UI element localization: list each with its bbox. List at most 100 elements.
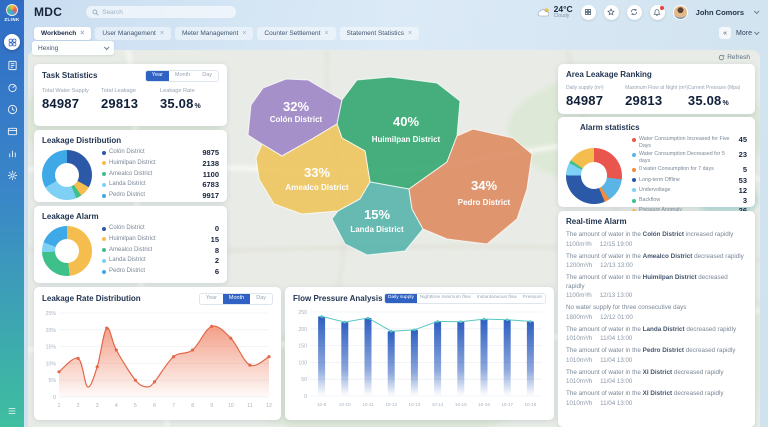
apps-grid-button[interactable] (580, 4, 596, 20)
sidebar-item-reports[interactable] (6, 147, 19, 160)
legend-value: 9917 (202, 191, 219, 200)
alarm-time: 11/04 13:00 (600, 378, 633, 385)
leakage-alarm-donut (42, 225, 92, 276)
flow-pressure-card: Flow Pressure Analysis Daily supply Night… (285, 287, 554, 420)
stat-total-water-supply: Total Water Supply 84987 (42, 87, 89, 111)
search-box[interactable] (86, 6, 237, 18)
legend-label: Pressure Anomaly (639, 207, 682, 214)
zlink-logo-text: ZLINK (4, 17, 20, 22)
alarm-item: The amount of water in the XI District d… (566, 390, 747, 407)
sidebar-item-dashboard[interactable] (4, 34, 20, 50)
rate-range-month[interactable]: Month (222, 294, 251, 304)
close-icon[interactable]: × (159, 29, 164, 37)
refresh-icon (719, 54, 725, 61)
flow-series-nighttime-minimum-flow[interactable]: Nighttime minimum flow (416, 294, 474, 303)
tab-statement-statistics[interactable]: Statement Statistics × (339, 26, 420, 40)
legend-dot-icon (102, 193, 106, 198)
svg-text:10-11: 10-11 (362, 402, 374, 407)
district-pedro-shape (408, 128, 533, 245)
stat-daily-supply: Daily supply (m³) 84987 (566, 85, 604, 108)
close-icon[interactable]: × (80, 29, 85, 37)
legend-item: 0 water Consumption for 7 days 5 (632, 166, 747, 174)
tab-counter-settlement[interactable]: Counter Settlement × (257, 26, 336, 40)
legend-item: Backflow 3 (632, 196, 747, 205)
alarm-flow: 1100m³/h (566, 240, 592, 248)
legend-label: Undervoltage (639, 186, 671, 193)
region-select[interactable]: Hexing (32, 41, 114, 55)
alarm-item: The amount of water in the Colón Distric… (566, 231, 747, 248)
sync-button[interactable] (626, 4, 642, 20)
legend-label: Amealco District (109, 246, 153, 253)
district-landa[interactable]: 15% Landa District (331, 181, 424, 256)
content-panel: 32% Colón District 40% Huimilpan Distric… (28, 50, 760, 427)
task-range-month[interactable]: Month (168, 71, 197, 81)
flow-series-pressure[interactable]: Pressure (519, 294, 545, 303)
svg-text:7: 7 (172, 403, 175, 409)
district-colon-pct: 32% (283, 99, 309, 114)
legend-item: Water Consumption Increased for Five Day… (632, 135, 747, 149)
task-range-year[interactable]: Year (145, 71, 169, 81)
stat-leakage-rate: Leakage Rate 35.08% (160, 87, 201, 111)
chevron-down-icon[interactable] (753, 8, 760, 15)
svg-text:250: 250 (298, 310, 307, 316)
notifications-button[interactable] (649, 4, 665, 20)
flow-series-instantaneous-flow[interactable]: Instantaneous flow (473, 294, 520, 303)
legend-value: 5 (742, 165, 747, 175)
flow-series-daily-supply[interactable]: Daily supply (384, 294, 417, 303)
sidebar-item-meter[interactable] (6, 81, 19, 94)
rate-range-day[interactable]: Day (250, 294, 272, 304)
sidebar-item-billing[interactable] (6, 125, 19, 138)
tab-label: Statement Statistics (346, 29, 404, 37)
more-button[interactable]: More (736, 29, 760, 37)
leakage-rate-card: Leakage Rate Distribution Year Month Day 0… (34, 287, 281, 420)
legend-label: Pedro District (109, 268, 146, 274)
alarm-meta: 1200m³/h 12/13 13:00 (566, 262, 747, 269)
close-icon[interactable]: × (407, 29, 413, 37)
collapse-tabs-button[interactable]: « (719, 27, 732, 39)
close-icon[interactable]: × (242, 29, 247, 37)
tab-meter-management[interactable]: Meter Management × (174, 26, 254, 40)
legend-label: Colón District (109, 225, 145, 231)
svg-text:0: 0 (53, 395, 56, 401)
user-name[interactable]: John Comors (695, 7, 744, 17)
search-input[interactable] (102, 8, 231, 16)
district-colon[interactable]: 32% Colón District (247, 78, 343, 157)
card-title: Leakage Distribution (42, 136, 122, 145)
alarm-time: 11/04 13:00 (600, 335, 633, 342)
sidebar-item-settings[interactable] (6, 169, 19, 182)
card-title: Real-time Alarm (566, 217, 627, 226)
svg-text:3: 3 (96, 403, 99, 409)
rate-range-year[interactable]: Year (199, 294, 223, 304)
legend-dot-icon (632, 137, 636, 142)
sidebar-item-history[interactable] (6, 103, 19, 116)
favorites-button[interactable] (603, 4, 619, 20)
sidebar-collapse-icon[interactable] (7, 403, 17, 421)
close-icon[interactable]: × (324, 29, 329, 37)
sidebar-item-tasks[interactable] (6, 59, 19, 72)
tab-user-management[interactable]: User Management × (95, 26, 171, 40)
svg-text:10-14: 10-14 (432, 402, 444, 407)
svg-text:50: 50 (301, 377, 307, 383)
district-huimilpan[interactable]: 40% Huimilpan District (336, 76, 461, 190)
district-pedro[interactable]: 34% Pedro District (408, 128, 533, 245)
svg-text:100: 100 (298, 360, 307, 366)
user-avatar[interactable] (672, 4, 688, 20)
leakage-distribution-legend: Colón District 9875 Huimilpan District 2138… (102, 148, 219, 200)
legend-item: Pedro District 6 (102, 267, 219, 276)
svg-text:0: 0 (304, 394, 307, 400)
legend-value: 6783 (202, 180, 219, 190)
svg-text:10-12: 10-12 (385, 402, 397, 407)
legend-label: Huimilpan District (109, 159, 156, 166)
leakage-distribution-donut (42, 149, 92, 200)
realtime-alarm-list: The amount of water in the Colón Distric… (566, 231, 747, 407)
tab-workbench[interactable]: Workbench × (34, 26, 92, 40)
legend-dot-icon (102, 269, 106, 274)
sidebar: ZLINK (0, 0, 24, 427)
alarm-text: The amount of water in the Amealco Distr… (566, 252, 744, 260)
legend-label: Backflow (639, 197, 661, 204)
svg-text:10-17: 10-17 (501, 402, 513, 407)
task-range-day[interactable]: Day (196, 71, 218, 81)
svg-text:11: 11 (247, 403, 252, 409)
legend-value: 15 (210, 234, 219, 244)
refresh-button[interactable]: Refresh (718, 54, 750, 61)
